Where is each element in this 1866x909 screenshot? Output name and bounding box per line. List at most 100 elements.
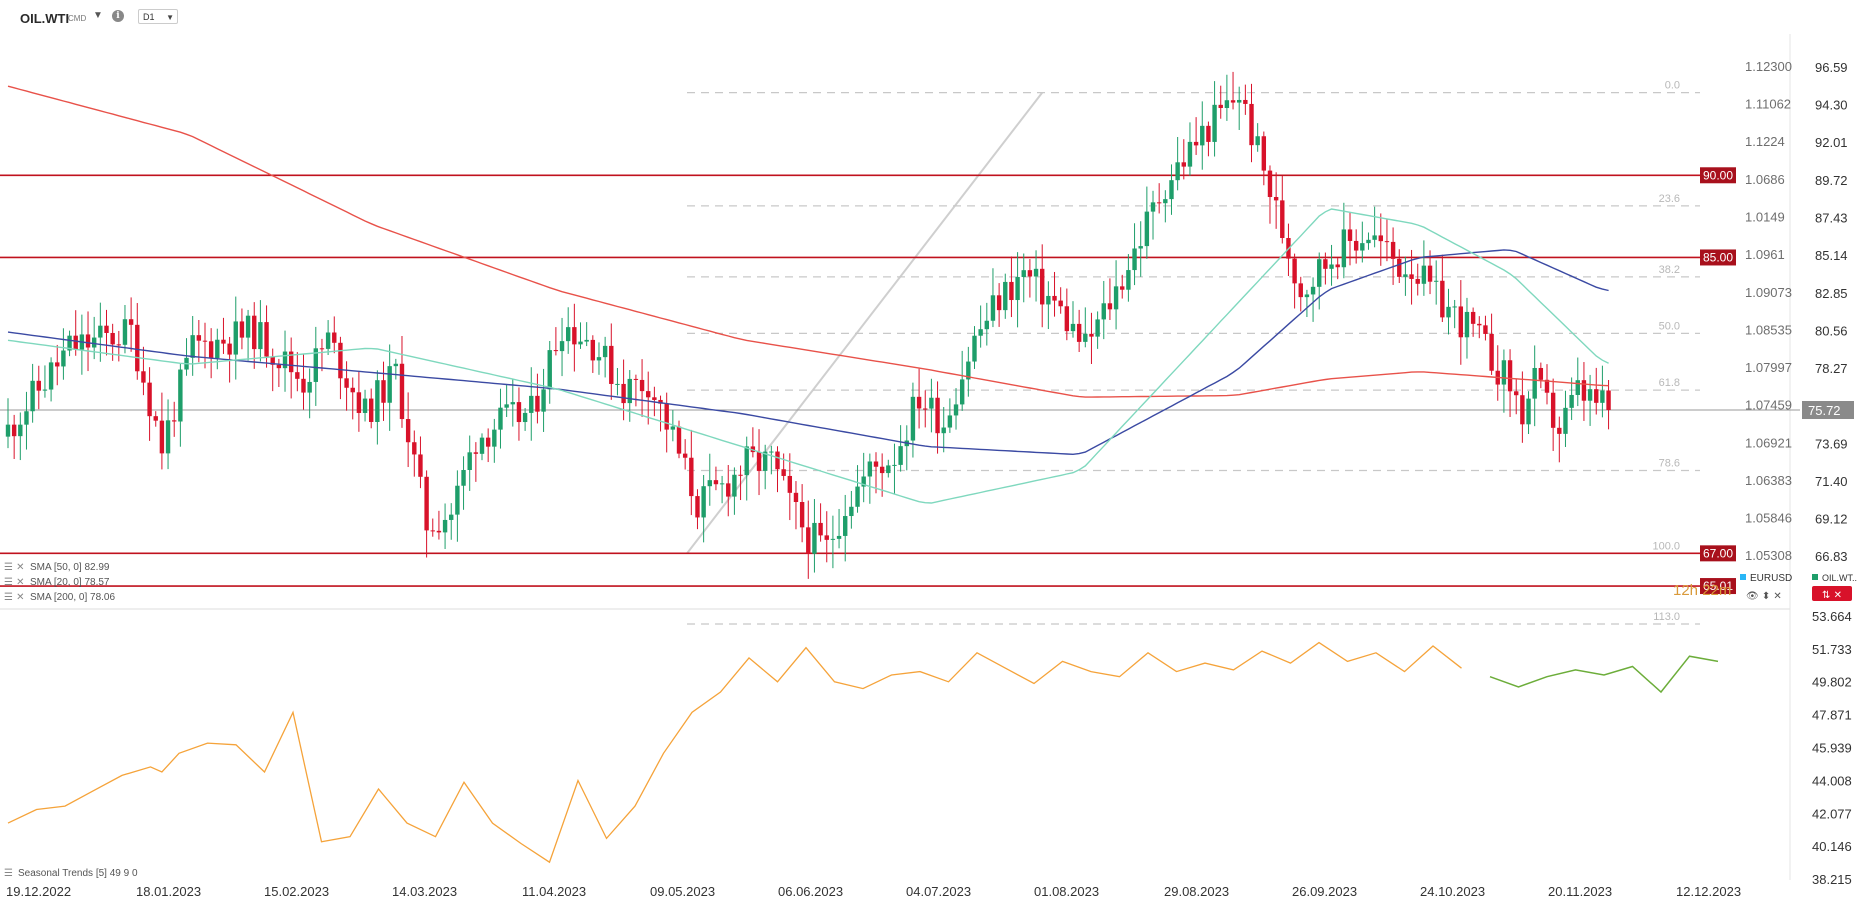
candle-body (1298, 283, 1303, 298)
candle-body (104, 325, 109, 333)
candle-body (270, 356, 275, 365)
timeframe-select[interactable]: D1 ▼ (138, 9, 178, 24)
candle-body (479, 437, 485, 454)
candle-body (1409, 274, 1414, 279)
candle-body (627, 378, 632, 404)
symbol-name[interactable]: OIL.WTI (20, 11, 70, 26)
candle-body (824, 535, 829, 540)
last-price-tag (1802, 401, 1854, 420)
legend-menu-icon: ☰ ✕ (4, 592, 25, 603)
candle-body (307, 381, 312, 393)
candle-body (984, 320, 990, 330)
compare-axis-label: 1.06921 (1745, 435, 1792, 450)
compare-axis-label: 1.08535 (1745, 322, 1792, 337)
candle-body (48, 362, 54, 390)
oil-badge: OIL.WT.. (1822, 573, 1857, 583)
candle-body (602, 345, 608, 358)
chevron-down-icon[interactable]: ▼ (93, 10, 103, 21)
seasonal-forecast-line (1489, 655, 1719, 694)
candle-body (381, 380, 386, 403)
candle-body (1544, 379, 1550, 393)
candle-body (529, 395, 534, 413)
candle-body (1292, 258, 1297, 284)
candle-body (799, 502, 805, 528)
candle-body (98, 325, 103, 338)
price-axis-label: 87.43 (1815, 211, 1848, 226)
candle-body (276, 364, 282, 369)
candle-body (202, 340, 208, 342)
candle-body (738, 474, 743, 476)
candle-body (178, 369, 183, 422)
candle-body (578, 341, 583, 345)
candle-body (596, 357, 602, 361)
candle-body (756, 452, 762, 471)
candle-body (695, 496, 700, 518)
candle-body (1046, 295, 1051, 305)
candle-body (682, 453, 688, 458)
compare-axis-label: 1.0686 (1745, 172, 1785, 187)
candle-body (1076, 323, 1082, 342)
candle-body (485, 437, 491, 447)
x-axis-label: 24.10.2023 (1420, 884, 1485, 899)
candle-body (504, 404, 509, 408)
candle-body (843, 516, 848, 536)
candle-body (1390, 241, 1396, 259)
price-axis-label: 66.83 (1815, 549, 1848, 564)
candle-body (1120, 286, 1125, 290)
candle-body (1212, 104, 1217, 142)
candle-body (1249, 103, 1254, 146)
candle-body (1483, 325, 1488, 334)
x-axis-label: 19.12.2022 (6, 884, 71, 899)
candle-body (762, 451, 768, 471)
candle-body (288, 351, 294, 373)
candle-body (135, 324, 140, 372)
candle-body (67, 335, 72, 351)
candle-body (929, 397, 934, 409)
candle-body (867, 461, 873, 477)
candle-body (399, 363, 405, 420)
candle-body (449, 514, 454, 520)
candle-body (1532, 367, 1537, 399)
candle-body (621, 383, 626, 404)
candle-body (1452, 306, 1457, 308)
compare-axis-label: 1.07459 (1745, 398, 1792, 413)
candle-body (1507, 360, 1513, 392)
candle-body (1193, 141, 1199, 146)
candle-body (1563, 407, 1568, 434)
timeframe-value: D1 (143, 12, 155, 22)
candle-body (553, 350, 559, 352)
candle-body (362, 398, 368, 413)
candle-body (541, 389, 546, 412)
compare-axis-label: 1.05308 (1745, 548, 1792, 563)
candle-body (1132, 248, 1137, 271)
candle-body (172, 420, 177, 422)
compare-axis-label: 1.12300 (1745, 59, 1792, 74)
compare-axis-label: 1.09073 (1745, 285, 1792, 300)
fibonacci-level-label: 23.6 (1659, 193, 1680, 205)
candle-body (1255, 136, 1260, 146)
candle-body (1058, 300, 1063, 307)
price-axis-label: 92.01 (1815, 135, 1848, 150)
x-axis-label: 06.06.2023 (778, 884, 843, 899)
candle-body (375, 380, 380, 422)
candle-body (1526, 398, 1531, 425)
candle-body (547, 350, 552, 390)
seasonal-axis-label: 45.939 (1812, 741, 1852, 756)
horizontal-level-label: 65.01 (1703, 579, 1733, 593)
candle-body (369, 398, 374, 422)
candle-body (24, 411, 29, 425)
info-icon[interactable]: i (112, 10, 124, 22)
candle-body (1089, 333, 1094, 337)
horizontal-level-tag (1700, 167, 1736, 184)
candle-body (1267, 170, 1273, 198)
candle-body (1458, 306, 1464, 338)
x-axis-label: 20.11.2023 (1548, 884, 1612, 899)
candle-body (1095, 319, 1100, 337)
x-axis-label: 15.02.2023 (264, 884, 329, 899)
candle-body (325, 332, 331, 349)
candle-body (264, 322, 269, 357)
candle-body (1372, 235, 1377, 240)
candle-body (1427, 265, 1433, 282)
candle-body (1440, 280, 1445, 318)
